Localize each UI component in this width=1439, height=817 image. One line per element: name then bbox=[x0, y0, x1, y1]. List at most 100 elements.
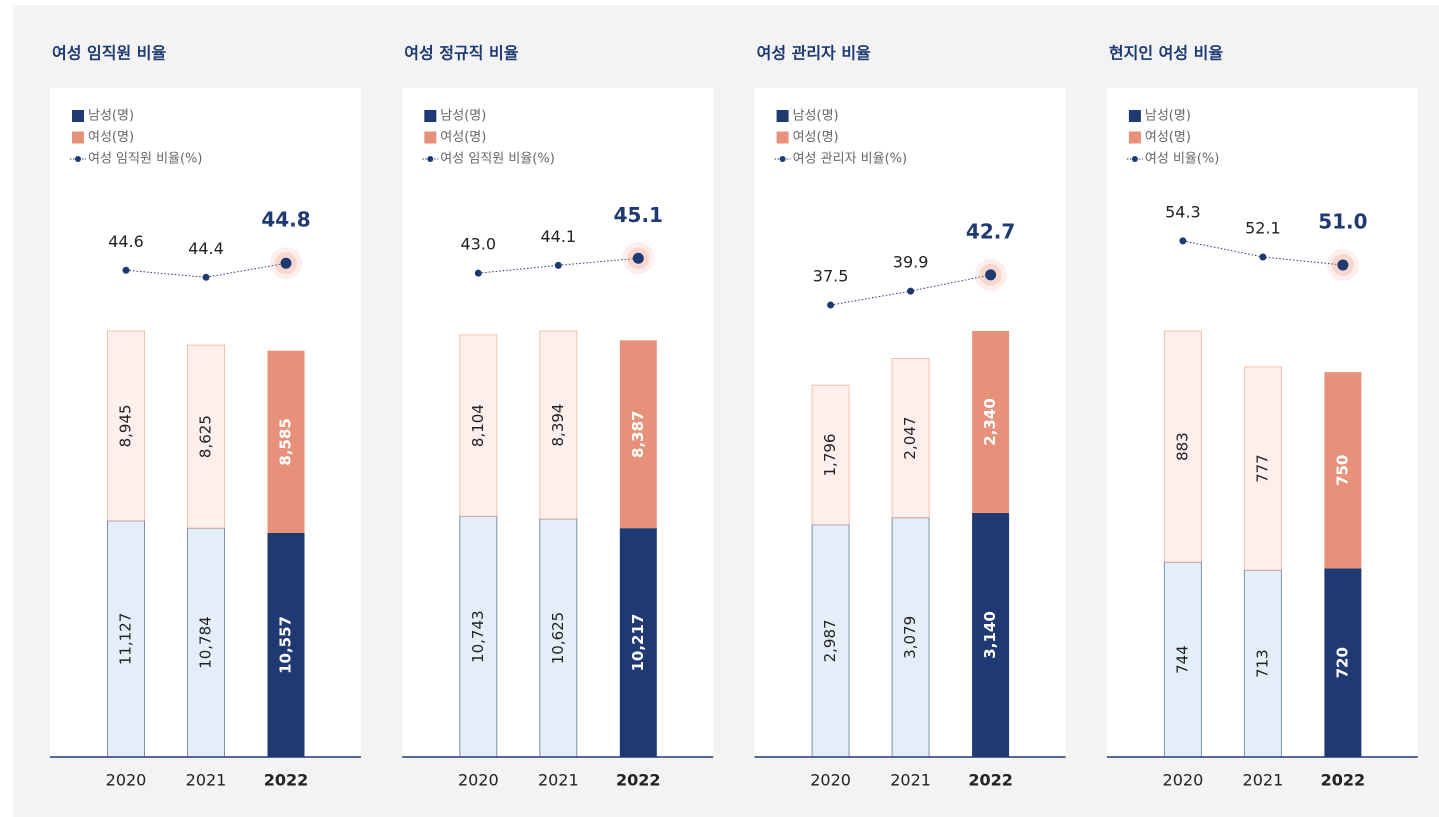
bar bbox=[891, 358, 930, 519]
legend-label: 남성(명) bbox=[88, 109, 134, 124]
bar bbox=[267, 532, 305, 757]
bar bbox=[459, 515, 498, 758]
legend-swatch bbox=[1128, 110, 1141, 122]
legend-label: 남성(명) bbox=[1145, 109, 1191, 124]
bar bbox=[619, 528, 657, 757]
bar-value-label: 750 bbox=[1333, 455, 1351, 486]
line-point bbox=[474, 269, 482, 277]
legend-swatch bbox=[776, 110, 789, 122]
line-point bbox=[827, 301, 835, 309]
line-value-label: 42.7 bbox=[966, 219, 1015, 243]
bar-value-label: 10,784 bbox=[197, 616, 215, 669]
legend-dot bbox=[779, 156, 786, 162]
chart-title: 여성 관리자 비율 bbox=[757, 44, 871, 63]
bar bbox=[1243, 569, 1282, 758]
bar-value-label: 8,104 bbox=[469, 404, 487, 447]
bar-value-label: 10,557 bbox=[277, 616, 295, 674]
bar bbox=[811, 524, 850, 758]
x-tick-label: 2022 bbox=[264, 771, 309, 790]
x-tick-label: 2022 bbox=[616, 771, 661, 790]
bar bbox=[811, 384, 850, 526]
x-tick-label: 2021 bbox=[890, 771, 931, 790]
bar-value-label: 777 bbox=[1253, 454, 1271, 483]
line-point bbox=[202, 273, 210, 281]
bar-value-label: 10,743 bbox=[469, 610, 487, 663]
line-point bbox=[907, 287, 915, 295]
bar-value-label: 713 bbox=[1253, 649, 1271, 678]
legend-label: 여성 임직원 비율(%) bbox=[88, 152, 202, 167]
x-tick-label: 2020 bbox=[458, 771, 499, 790]
bar bbox=[891, 517, 930, 758]
legend-dot bbox=[1131, 156, 1138, 162]
bar bbox=[459, 334, 498, 517]
line-value-label: 52.1 bbox=[1245, 218, 1281, 237]
bar bbox=[107, 330, 145, 522]
line-series bbox=[478, 257, 639, 274]
legend-label: 여성(명) bbox=[793, 130, 839, 145]
legend-swatch bbox=[424, 131, 437, 144]
line-value-label: 37.5 bbox=[813, 267, 849, 286]
line-value-label: 51.0 bbox=[1318, 210, 1367, 234]
line-point bbox=[1259, 253, 1267, 261]
legend-label: 여성(명) bbox=[1145, 130, 1191, 145]
x-tick-label: 2020 bbox=[810, 771, 851, 790]
legend-label: 여성 비율(%) bbox=[1145, 152, 1219, 167]
bar bbox=[267, 350, 305, 533]
bar-value-label: 10,217 bbox=[629, 614, 647, 672]
bar-value-label: 720 bbox=[1333, 647, 1351, 678]
legend-swatch bbox=[1128, 131, 1141, 144]
legend-label: 여성(명) bbox=[440, 130, 486, 145]
line-point bbox=[122, 266, 130, 274]
x-tick-label: 2022 bbox=[968, 771, 1013, 790]
bar-value-label: 1,796 bbox=[821, 434, 839, 477]
line-point bbox=[554, 261, 562, 269]
bar bbox=[187, 344, 225, 529]
line-value-label: 45.1 bbox=[614, 203, 663, 227]
x-tick-label: 2021 bbox=[1243, 771, 1284, 790]
legend-swatch bbox=[72, 110, 84, 122]
bar-value-label: 8,945 bbox=[117, 404, 135, 447]
line-point bbox=[1337, 259, 1349, 271]
legend-swatch bbox=[72, 131, 84, 144]
bar bbox=[1324, 568, 1362, 757]
x-tick-label: 2021 bbox=[538, 771, 579, 790]
x-tick-label: 2020 bbox=[106, 771, 147, 790]
bar-value-label: 8,394 bbox=[549, 404, 567, 447]
line-point bbox=[1179, 237, 1187, 245]
x-tick-label: 2022 bbox=[1321, 771, 1366, 790]
bar-value-label: 744 bbox=[1173, 645, 1191, 674]
line-point bbox=[632, 252, 644, 264]
bar bbox=[972, 512, 1010, 757]
line-value-label: 39.9 bbox=[893, 253, 929, 272]
bar-value-label: 3,079 bbox=[901, 616, 919, 659]
bar-value-label: 2,340 bbox=[981, 398, 999, 445]
line-value-label: 44.6 bbox=[108, 232, 144, 251]
line-value-label: 54.3 bbox=[1165, 202, 1201, 221]
x-tick-label: 2021 bbox=[186, 771, 227, 790]
legend-swatch bbox=[424, 110, 437, 122]
bar-value-label: 2,987 bbox=[821, 619, 839, 662]
bar bbox=[619, 340, 657, 529]
chart-title: 여성 정규직 비율 bbox=[404, 44, 518, 63]
legend-label: 여성 임직원 비율(%) bbox=[440, 152, 554, 167]
bar bbox=[972, 331, 1010, 513]
bar-value-label: 883 bbox=[1173, 432, 1191, 461]
line-value-label: 43.0 bbox=[460, 235, 496, 254]
bar-value-label: 2,047 bbox=[901, 417, 919, 460]
line-series bbox=[125, 262, 287, 278]
legend-label: 여성 관리자 비율(%) bbox=[793, 152, 907, 167]
bar-value-label: 10,625 bbox=[549, 612, 567, 665]
bar-value-label: 11,127 bbox=[117, 613, 135, 666]
line-point bbox=[985, 269, 997, 281]
line-point bbox=[280, 257, 292, 269]
legend-swatch bbox=[776, 131, 789, 144]
legend-label: 남성(명) bbox=[793, 109, 839, 124]
x-tick-label: 2020 bbox=[1163, 771, 1204, 790]
chart-title: 여성 임직원 비율 bbox=[52, 44, 166, 63]
chart-title: 현지인 여성 비율 bbox=[1109, 44, 1223, 63]
legend-dot bbox=[75, 156, 81, 162]
bar bbox=[1324, 372, 1362, 569]
bar bbox=[539, 330, 578, 520]
bar-value-label: 8,625 bbox=[197, 415, 215, 458]
